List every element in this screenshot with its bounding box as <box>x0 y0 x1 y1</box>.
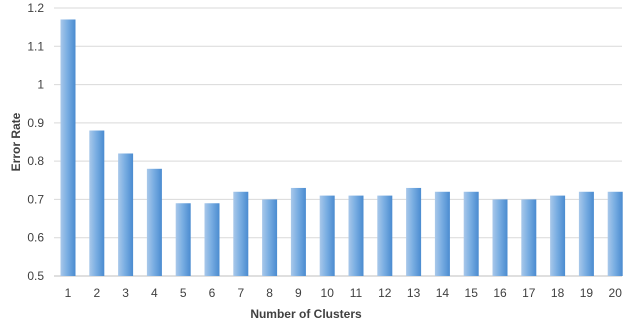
x-tick-label: 11 <box>350 286 363 300</box>
y-tick-label: 0.5 <box>27 269 44 283</box>
x-axis-tick-labels: 1 2 3 4 5 6 7 8 9 10 11 12 13 14 15 16 17 18 19 20 <box>65 286 623 300</box>
x-tick-label: 20 <box>609 286 623 300</box>
bar-19 <box>578 191 594 276</box>
bar-14 <box>434 191 450 276</box>
x-tick-label: 15 <box>465 286 479 300</box>
y-axis-tick-labels: 0.5 0.6 0.7 0.8 0.9 1 1.1 1.2 <box>27 1 44 283</box>
bar-2 <box>89 130 105 276</box>
x-tick-label: 14 <box>436 286 450 300</box>
bar-16 <box>492 199 508 276</box>
x-tick-label: 10 <box>321 286 335 300</box>
bar-11 <box>348 195 364 276</box>
x-tick-label: 1 <box>65 286 72 300</box>
bar-20 <box>607 191 623 276</box>
x-tick-label: 13 <box>407 286 421 300</box>
y-tick-label: 1 <box>37 78 44 92</box>
x-tick-label: 2 <box>93 286 100 300</box>
bar-8 <box>262 199 278 276</box>
bar-9 <box>290 187 306 276</box>
bar-6 <box>204 203 220 276</box>
y-tick-label: 0.9 <box>27 116 44 130</box>
bar-1 <box>60 19 76 276</box>
bar-12 <box>377 195 393 276</box>
x-tick-label: 6 <box>209 286 216 300</box>
x-tick-label: 19 <box>580 286 594 300</box>
x-tick-label: 12 <box>378 286 392 300</box>
bar-5 <box>175 203 191 276</box>
bars <box>60 19 623 276</box>
x-tick-label: 5 <box>180 286 187 300</box>
y-tick-label: 0.8 <box>27 154 44 168</box>
bar-17 <box>521 199 537 276</box>
gridlines <box>54 7 622 277</box>
y-axis-title: Error Rate <box>9 112 23 171</box>
y-tick-label: 0.7 <box>27 192 44 206</box>
x-tick-label: 4 <box>151 286 158 300</box>
x-tick-label: 8 <box>266 286 273 300</box>
bar-3 <box>118 153 134 276</box>
y-tick-label: 1.2 <box>27 1 44 15</box>
bar-15 <box>463 191 479 276</box>
x-tick-label: 17 <box>522 286 536 300</box>
x-tick-label: 9 <box>295 286 302 300</box>
bar-18 <box>550 195 566 276</box>
x-axis-title: Number of Clusters <box>250 307 362 321</box>
bar-7 <box>233 191 249 276</box>
bar-4 <box>146 168 162 276</box>
y-tick-label: 0.6 <box>27 231 44 245</box>
x-tick-label: 18 <box>551 286 565 300</box>
x-tick-label: 3 <box>122 286 129 300</box>
y-tick-label: 1.1 <box>27 39 44 53</box>
bar-13 <box>406 187 422 276</box>
bar-10 <box>319 195 335 276</box>
x-tick-label: 16 <box>493 286 507 300</box>
x-tick-label: 7 <box>237 286 244 300</box>
